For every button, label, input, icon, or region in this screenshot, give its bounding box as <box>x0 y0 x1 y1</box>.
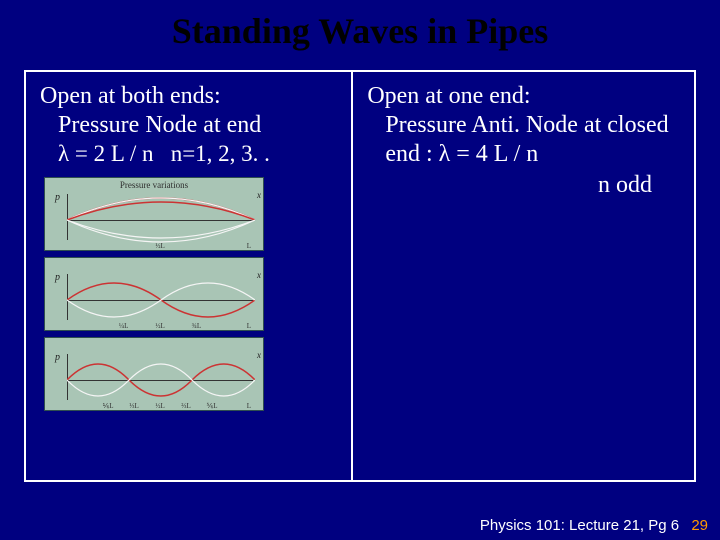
x-axis-label: x <box>257 350 261 360</box>
tick-labels-1: ½LL <box>67 242 253 250</box>
footer-text: Physics 101: Lecture 21, Pg 6 <box>480 517 679 534</box>
wave-svg-2 <box>67 274 255 326</box>
p-axis-label: p <box>55 352 60 363</box>
x-axis-label: x <box>257 270 261 280</box>
wave-svg-3 <box>67 354 255 406</box>
right-column: Open at one end: Pressure Anti. Node at … <box>353 72 694 480</box>
left-heading: Open at both ends: <box>40 82 337 111</box>
wave-svg-1 <box>67 194 255 246</box>
tick-labels-2: ¼L½L¾LL <box>67 322 253 330</box>
p-axis-label: p <box>55 272 60 283</box>
diagram-panel-2: p x ¼L½L¾LL <box>44 257 264 331</box>
content-box: Open at both ends: Pressure Node at end … <box>24 70 696 482</box>
left-column: Open at both ends: Pressure Node at end … <box>26 72 353 480</box>
p-axis-label: p <box>55 192 60 203</box>
tick-labels-3: ⅙L⅓L½L⅔L⅚LL <box>67 402 253 410</box>
left-sub: Pressure Node at end <box>40 111 337 140</box>
diagram-panel-title: Pressure variations <box>120 180 188 190</box>
right-heading: Open at one end: <box>367 82 680 111</box>
n-odd-label: n odd <box>367 172 680 199</box>
footer: Physics 101: Lecture 21, Pg 6 29 <box>480 517 708 534</box>
diagram-panel-3: p x ⅙L⅓L½L⅔L⅚LL <box>44 337 264 411</box>
diagram-panel-1: Pressure variations p x ½LL <box>44 177 264 251</box>
slide-title: Standing Waves in Pipes <box>0 0 720 70</box>
x-axis-label: x <box>257 190 261 200</box>
pressure-diagram: Pressure variations p x ½LL <box>40 177 337 411</box>
right-sub: Pressure Anti. Node at closed end : λ = … <box>367 111 680 169</box>
page-number: 29 <box>691 517 708 534</box>
left-formula: λ = 2 L / n n=1, 2, 3. . <box>40 140 337 168</box>
